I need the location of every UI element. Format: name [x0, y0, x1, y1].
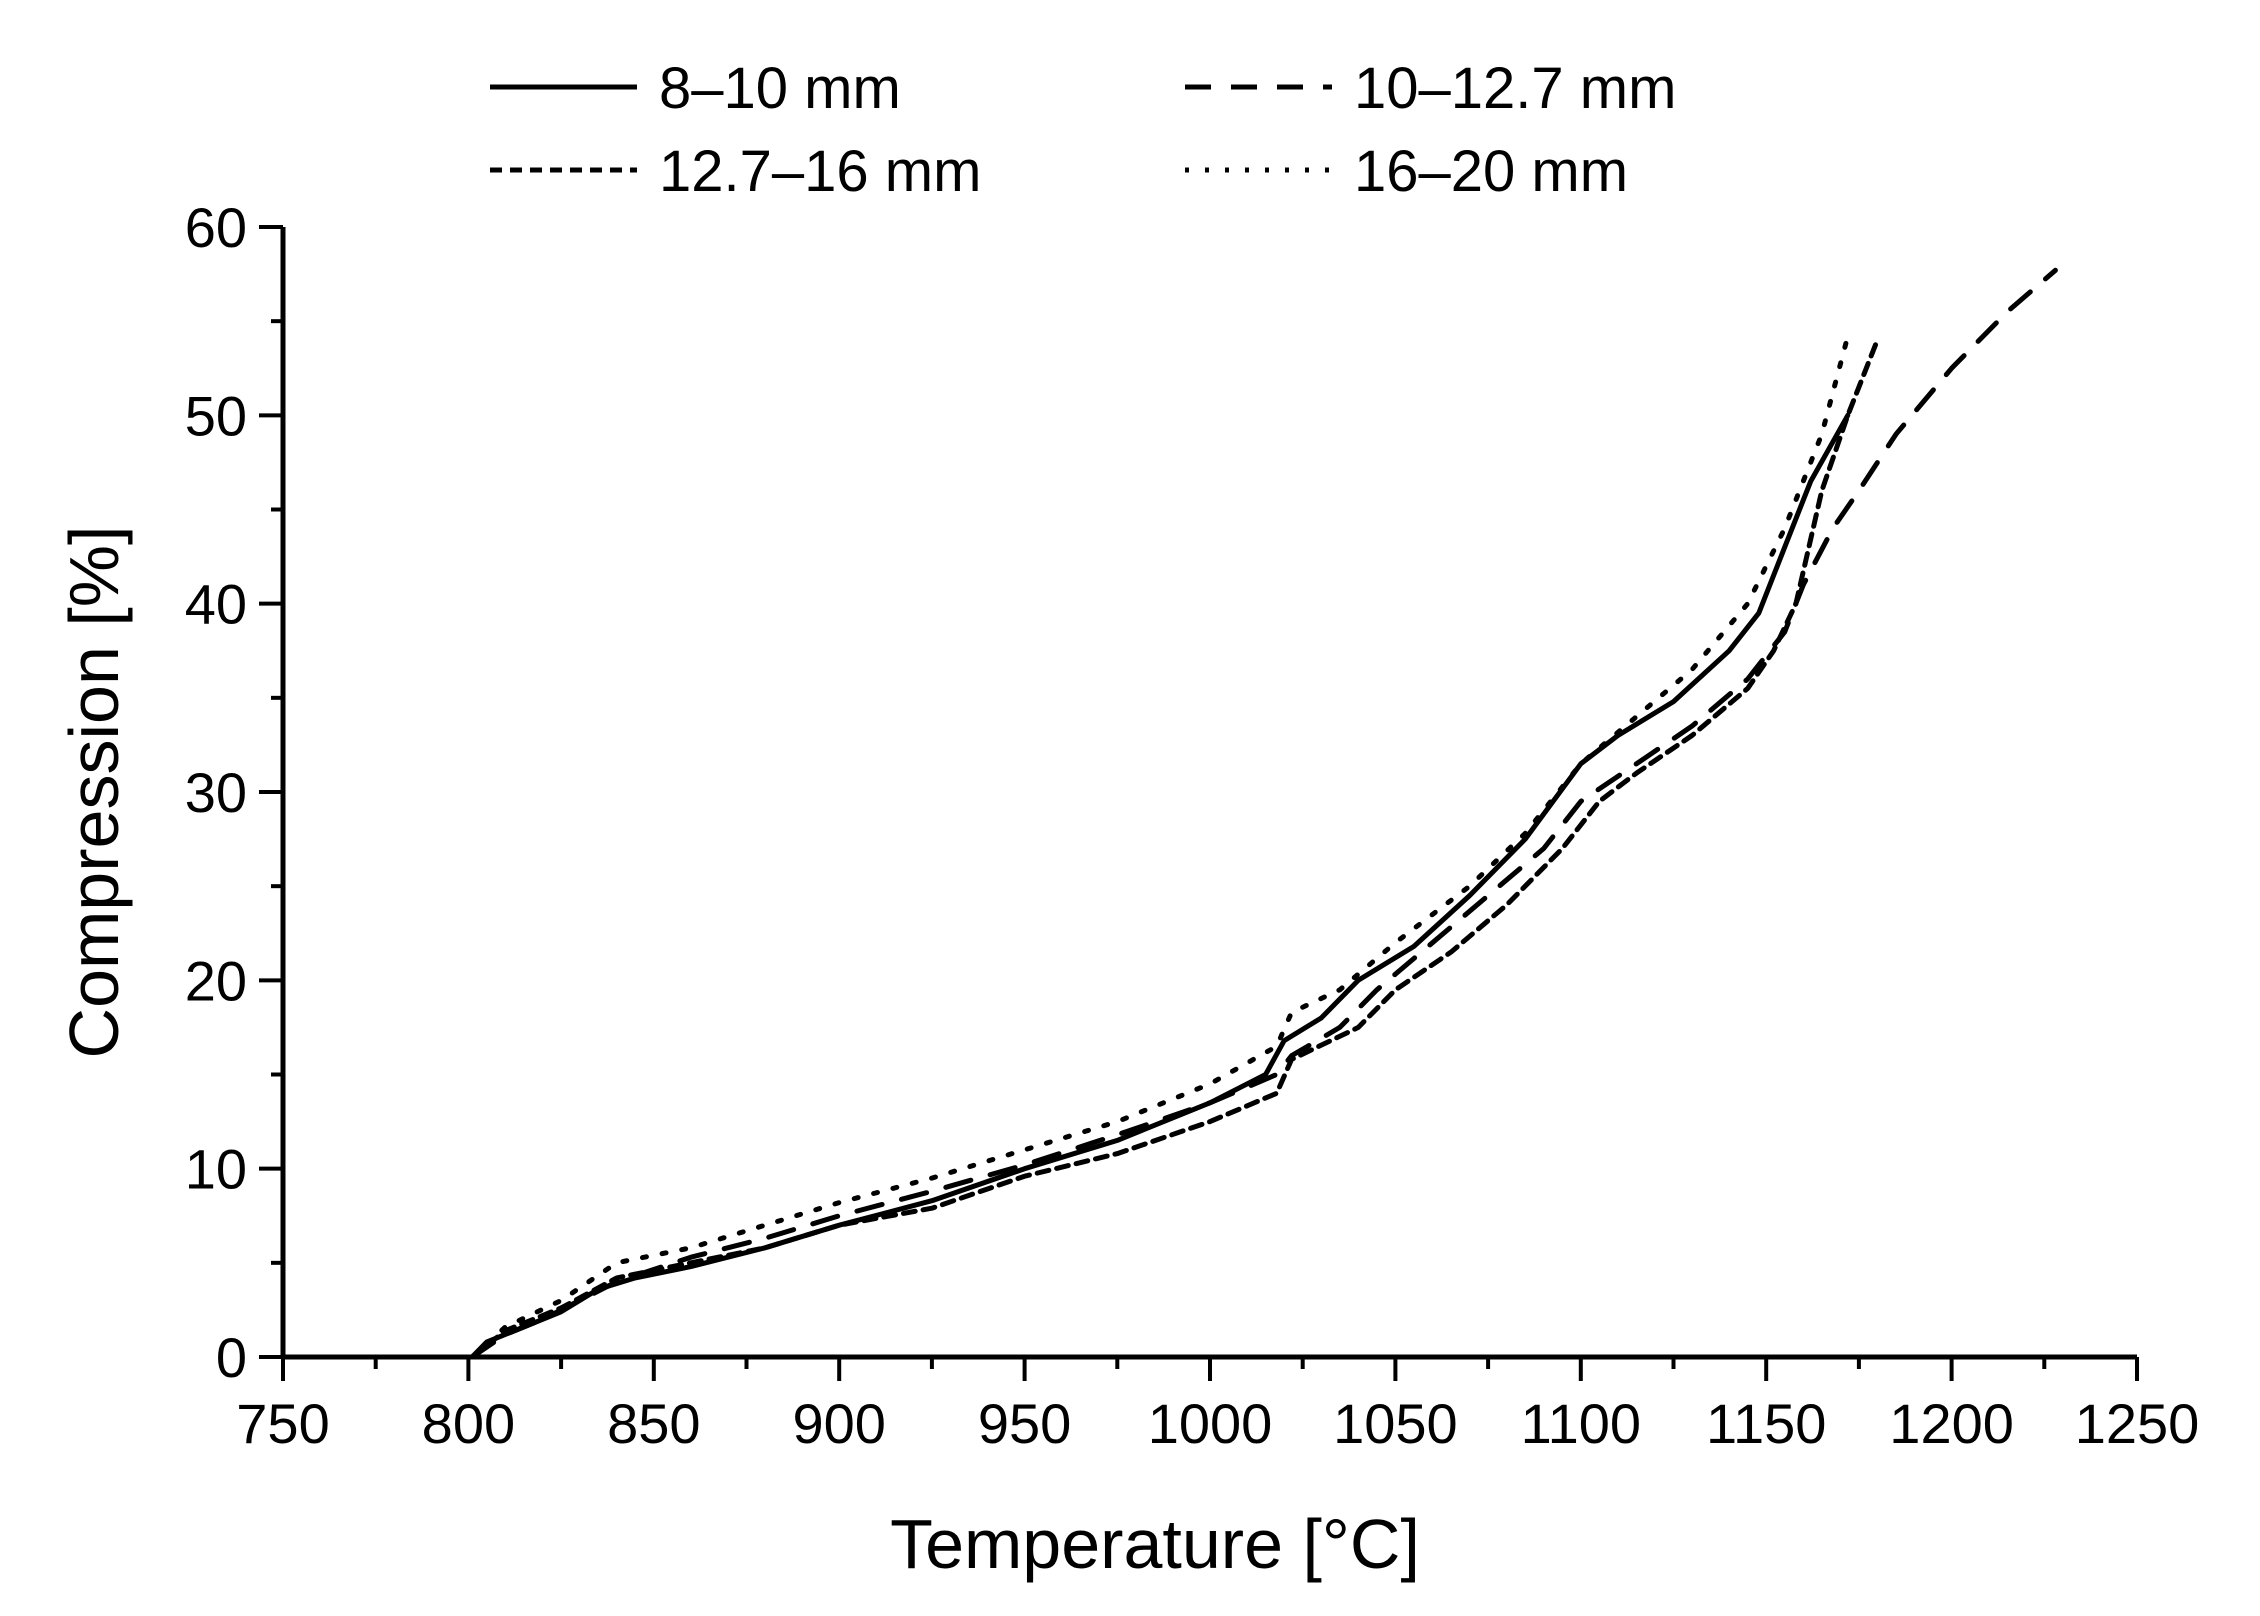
series-line-solid — [469, 412, 1851, 1360]
x-tick-label: 850 — [607, 1392, 700, 1455]
y-tick-label: 0 — [216, 1326, 247, 1389]
x-tick-label: 1200 — [1889, 1392, 2014, 1455]
series-line-dotted — [469, 333, 1851, 1360]
y-tick-label: 10 — [185, 1138, 247, 1201]
x-tick-label: 1250 — [2075, 1392, 2200, 1455]
series-line-dashed — [469, 267, 2058, 1360]
legend: 8–10 mm 10–12.7 mm 12.7–16 mm 16–20 mm — [490, 56, 1676, 204]
x-tick-label: 750 — [236, 1392, 329, 1455]
x-tick-label: 1100 — [1521, 1392, 1641, 1455]
x-tick-label: 800 — [422, 1392, 515, 1455]
y-tick-label: 60 — [185, 196, 247, 259]
x-tick-label: 950 — [978, 1392, 1071, 1455]
legend-label: 8–10 mm — [659, 56, 901, 121]
x-axis-title: Temperature [°C] — [890, 1505, 1420, 1583]
x-tick-label: 900 — [792, 1392, 885, 1455]
series-group — [469, 267, 2058, 1360]
x-tick-label: 1150 — [1706, 1392, 1826, 1455]
series-line-short-dashed — [469, 337, 1880, 1360]
legend-label: 10–12.7 mm — [1354, 56, 1676, 121]
y-axis-title: Compression [%] — [55, 526, 133, 1059]
axes: 750 800 850 900 950 1000 1050 1100 1150 1200 12500… — [185, 196, 2200, 1455]
y-tick-label: 50 — [185, 384, 247, 447]
x-tick-label: 1050 — [1333, 1392, 1458, 1455]
legend-label: 12.7–16 mm — [659, 139, 981, 204]
x-tick-label: 1000 — [1148, 1392, 1273, 1455]
y-tick-label: 20 — [185, 949, 247, 1012]
legend-label: 16–20 mm — [1354, 139, 1628, 204]
y-tick-label: 30 — [185, 761, 247, 824]
y-tick-label: 40 — [185, 573, 247, 636]
